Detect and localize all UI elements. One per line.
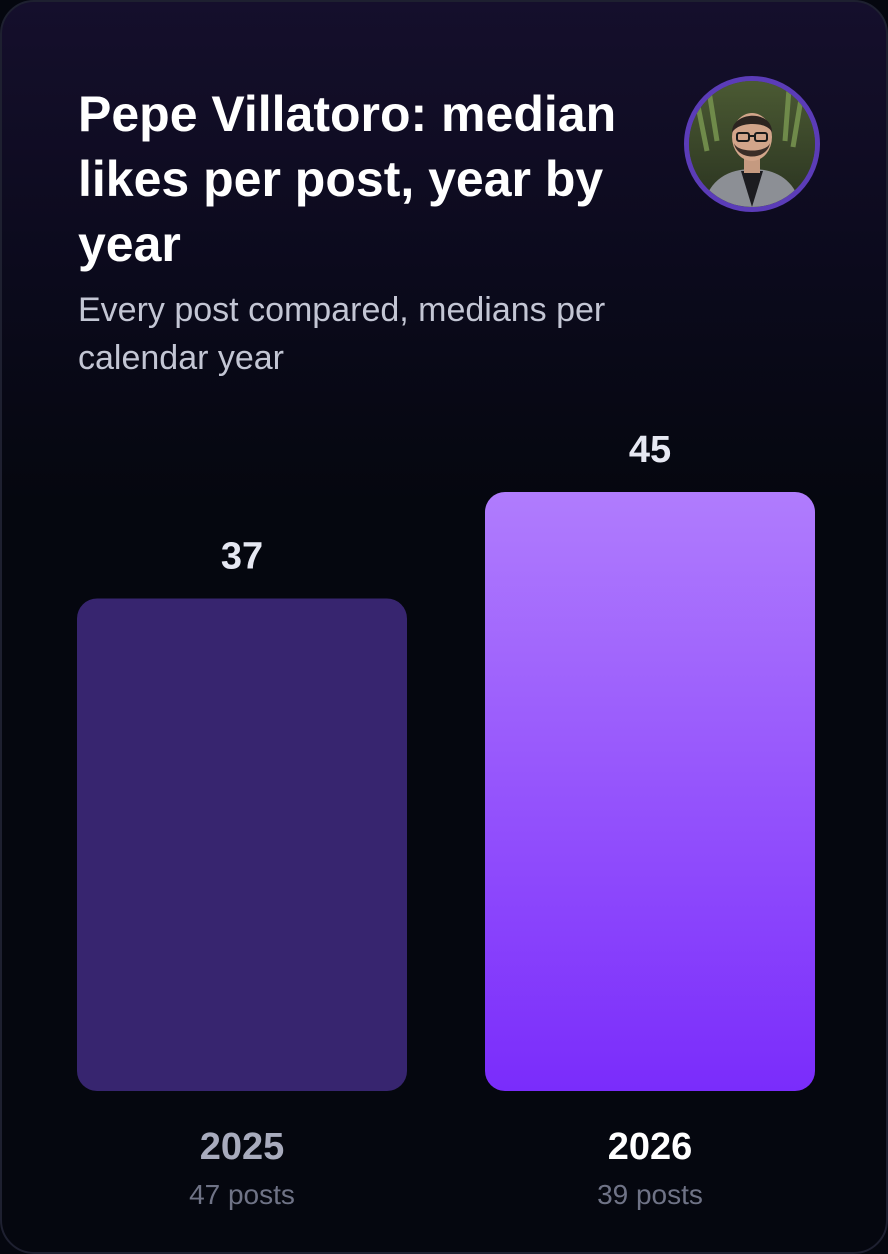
- value-label-2026: 45: [629, 429, 671, 471]
- chart-title: Pepe Villatoro: median likes per post, y…: [78, 86, 617, 272]
- post-count-label-2025: 47 posts: [189, 1179, 295, 1210]
- category-label-2026: 2026: [608, 1126, 693, 1168]
- bar-2025: [77, 598, 407, 1091]
- chart-subtitle: Every post compared, medians per calenda…: [78, 291, 606, 377]
- value-label-2025: 37: [221, 535, 263, 577]
- profile-photo-icon: [689, 81, 815, 207]
- avatar: [684, 76, 820, 212]
- bar-2026: [485, 492, 815, 1091]
- post-count-label-2026: 39 posts: [597, 1179, 703, 1210]
- category-label-2025: 2025: [200, 1126, 285, 1168]
